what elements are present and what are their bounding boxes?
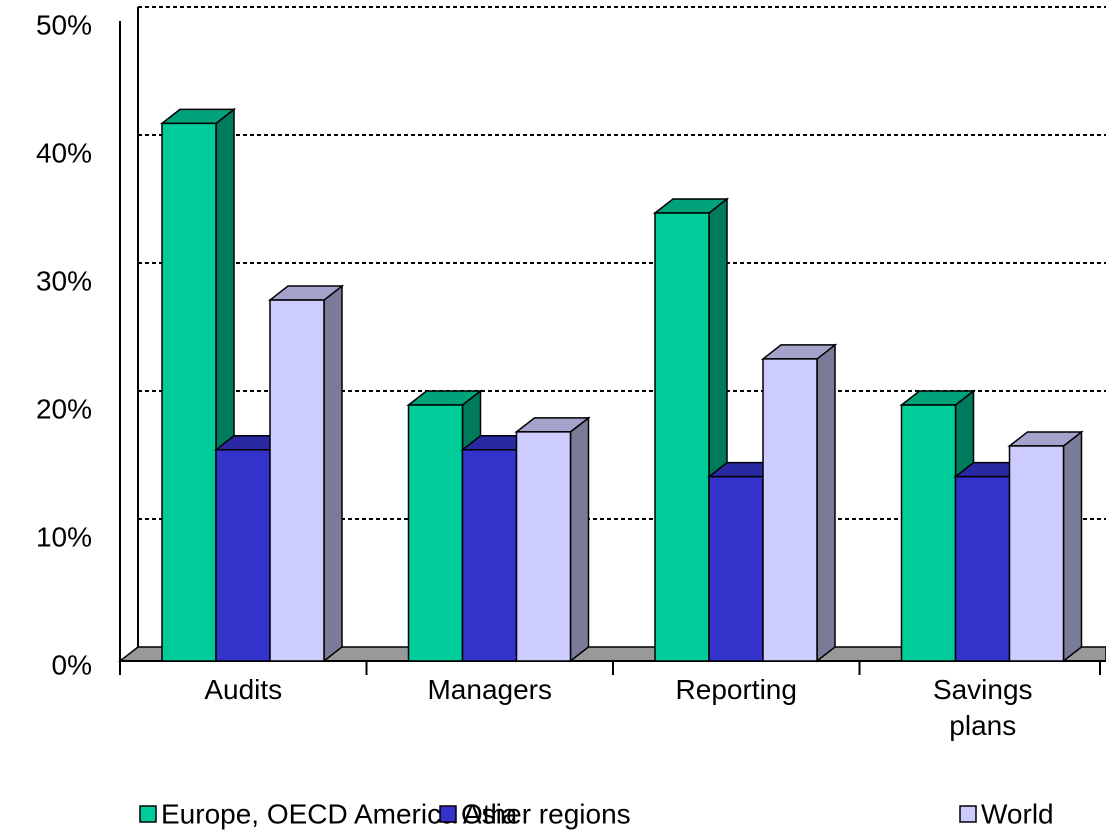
y-tick-label: 0%	[52, 649, 92, 680]
bar-front	[954, 475, 1011, 662]
bar-front	[708, 475, 764, 662]
bar-front	[269, 299, 325, 662]
bar-front	[762, 358, 818, 662]
legend-swatch	[959, 805, 977, 823]
bar	[514, 416, 591, 663]
y-tick-label: 10%	[36, 521, 92, 552]
bar-front	[161, 122, 217, 662]
bar-side	[1062, 430, 1083, 663]
x-tick-label: Reporting	[675, 674, 797, 705]
bar-side	[569, 416, 590, 663]
legend-label: World	[981, 798, 1054, 829]
bar	[760, 343, 838, 663]
x-tick-label: Audits	[204, 674, 283, 705]
bar-front	[900, 404, 957, 662]
bar-side	[816, 343, 836, 663]
bar-side	[323, 284, 343, 663]
bar	[899, 389, 976, 663]
legend-swatch	[439, 805, 457, 823]
legend-label: Europe, OECD America Asia	[161, 798, 518, 829]
x-tick-label: Savings plans	[932, 674, 1033, 741]
bar-front	[654, 212, 710, 662]
bar-front	[461, 449, 518, 662]
bar	[1007, 430, 1084, 663]
y-tick-label: 20%	[36, 393, 92, 424]
legend-label: Other regions	[461, 798, 631, 829]
bar-front	[215, 449, 271, 662]
bar-front	[407, 404, 464, 662]
bar-front	[1008, 445, 1065, 662]
y-tick-label: 30%	[36, 265, 92, 296]
y-tick-label: 50%	[36, 9, 92, 40]
x-tick-label: Managers	[427, 674, 552, 705]
y-tick-label: 40%	[36, 137, 92, 168]
legend-swatch	[139, 805, 157, 823]
bar	[267, 284, 345, 663]
bar-front	[515, 431, 572, 662]
